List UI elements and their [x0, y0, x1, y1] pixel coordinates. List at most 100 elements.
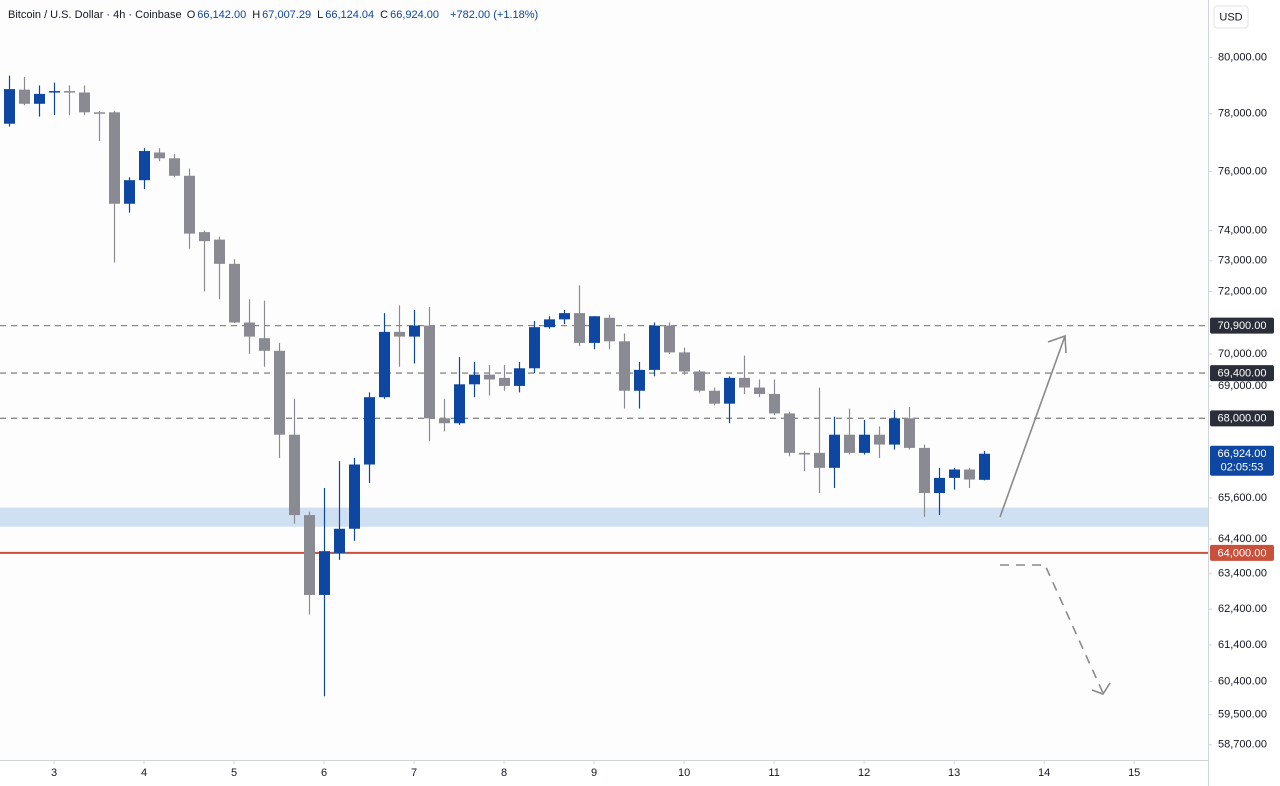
ohlc-value: 67,007.29: [262, 9, 312, 21]
y-tick-label: 70,000.00: [1218, 348, 1267, 360]
candle-body: [874, 434, 885, 445]
candle-body: [544, 319, 555, 328]
y-tick-label: 78,000.00: [1218, 108, 1267, 120]
countdown-label: 02:05:53: [1221, 462, 1264, 474]
candle-body: [154, 152, 165, 159]
candle-body: [409, 325, 420, 337]
x-tick-label: 8: [501, 767, 507, 779]
candle-body: [19, 89, 30, 104]
candle-body: [904, 418, 915, 448]
candle-body: [319, 551, 330, 595]
x-tick-label: 13: [948, 767, 960, 779]
candle-body: [589, 316, 600, 343]
down-arrow: [1000, 564, 1111, 695]
candle-body: [604, 317, 615, 342]
level-label-box: [1210, 544, 1274, 561]
candle-body: [94, 112, 105, 114]
candle-body: [4, 89, 15, 124]
ohlc-prefix: L: [317, 9, 324, 21]
x-tick-label: 5: [231, 767, 237, 779]
candle-body: [664, 325, 675, 353]
candle-body: [79, 92, 90, 113]
y-tick-label: 69,000.00: [1218, 380, 1267, 392]
x-tick-label: 11: [768, 767, 779, 779]
up-arrow: [999, 334, 1067, 518]
candle-body: [289, 434, 300, 516]
candle-body: [484, 374, 495, 380]
y-tick-label: 73,000.00: [1218, 255, 1267, 267]
candle-body: [499, 377, 510, 386]
candle-body: [649, 325, 660, 370]
candle-body: [559, 313, 570, 320]
candle-body: [529, 327, 540, 369]
candle-body: [979, 453, 990, 480]
candle-body: [439, 418, 450, 424]
candle-body: [34, 93, 45, 104]
currency-box[interactable]: [1213, 5, 1249, 29]
candle-body: [934, 477, 945, 494]
level-label-box: [1210, 410, 1274, 427]
candle-body: [634, 369, 645, 391]
candle-body: [964, 469, 975, 480]
ohlc-prefix: C: [380, 9, 389, 21]
candle-body: [454, 384, 465, 424]
candle-body: [844, 434, 855, 453]
candle-body: [514, 368, 525, 386]
candle-body: [364, 397, 375, 465]
ohlc-value: 66,142.00: [197, 9, 247, 21]
ohlc-value: 66,124.04: [325, 9, 375, 21]
y-tick-label: 63,400.00: [1218, 568, 1267, 580]
plot-area: [0, 0, 1208, 760]
candle-body: [889, 418, 900, 445]
candle-body: [64, 91, 75, 93]
y-tick-label: 58,700.00: [1218, 739, 1267, 751]
candle-body: [949, 469, 960, 478]
candle-body: [574, 313, 585, 343]
candle-body: [244, 322, 255, 337]
candle-body: [769, 393, 780, 414]
candle-body: [214, 239, 225, 264]
x-tick-label: 10: [678, 767, 690, 779]
candle-body: [274, 350, 285, 435]
candle-body: [304, 515, 315, 595]
x-tick-label: 3: [51, 767, 57, 779]
y-tick-label: 59,500.00: [1218, 709, 1267, 721]
ohlc-values: O 66,142.00 H 67,007.29 L 66,124.04 C 66,924.00: [187, 9, 445, 21]
y-tick-label: 76,000.00: [1218, 165, 1267, 177]
x-tick-label: 7: [411, 767, 417, 779]
candle-body: [814, 452, 825, 468]
candle-body: [199, 232, 210, 242]
candle-body: [394, 331, 405, 337]
y-tick-label: 72,000.00: [1218, 285, 1267, 297]
ohlc-prefix: O: [186, 9, 196, 21]
ohlc-value: 66,924.00: [390, 9, 440, 21]
last-price-label: 66,924.00: [1218, 448, 1267, 460]
candle-body: [469, 374, 480, 385]
y-tick-label: 64,400.00: [1218, 533, 1267, 545]
level-label: 68,000.00: [1218, 413, 1267, 425]
candle-body: [49, 91, 60, 93]
x-tick-label: 9: [591, 767, 597, 779]
candle-body: [754, 387, 765, 394]
x-tick-label: 14: [1038, 767, 1050, 779]
candle-body: [169, 158, 180, 176]
candle-body: [334, 528, 345, 553]
candle-body: [349, 464, 360, 529]
symbol-title: Bitcoin / U.S. Dollar · 4h · Coinbase: [8, 9, 182, 21]
y-tick-label: 62,400.00: [1218, 603, 1267, 615]
candle-body: [259, 338, 270, 351]
candle-body: [859, 434, 870, 453]
x-tick-label: 4: [141, 767, 147, 779]
level-label: 70,900.00: [1218, 320, 1267, 332]
last-price-box: [1210, 445, 1274, 476]
candle-body: [709, 390, 720, 404]
candle-body: [229, 263, 240, 323]
y-tick-label: 65,600.00: [1218, 492, 1267, 504]
candle-body: [124, 180, 135, 204]
candle-body: [139, 151, 150, 181]
candle-body: [379, 331, 390, 398]
level-label-box: [1210, 365, 1274, 382]
